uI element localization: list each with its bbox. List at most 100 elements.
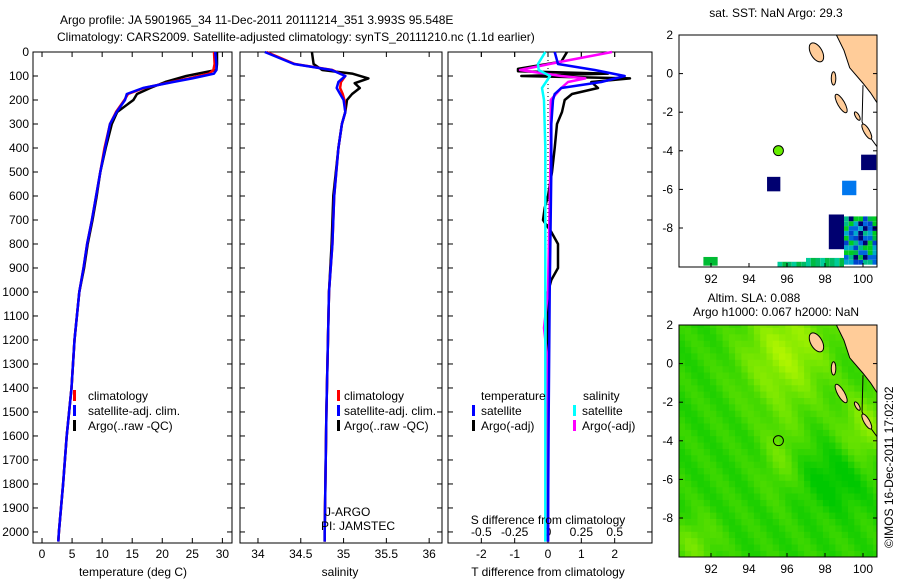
sla-cell: [797, 378, 805, 386]
sla-cell: [816, 473, 824, 481]
sla-cell: [710, 429, 717, 437]
sla-cell: [810, 550, 818, 557]
sla-cell: [822, 461, 830, 469]
sla-cell: [753, 365, 761, 373]
sla-cell: [703, 422, 711, 430]
sla-cell: [816, 416, 824, 424]
sst-cell: [848, 235, 854, 241]
sla-cell: [722, 550, 730, 557]
sla-cell: [741, 429, 749, 437]
sla-cell: [716, 327, 724, 335]
sla-cell: [703, 325, 711, 328]
sla-cell: [691, 480, 699, 488]
sla-cell: [804, 461, 811, 469]
sla-cell: [866, 454, 874, 462]
sla-cell: [841, 365, 849, 373]
sla-cell: [722, 467, 730, 475]
y-tick-label: 700: [9, 213, 29, 227]
sla-cell: [810, 378, 818, 386]
sla-cell: [848, 550, 855, 557]
sla-cell: [697, 410, 705, 418]
sla-cell: [816, 327, 824, 335]
sla-cell: [797, 537, 805, 545]
sla-cell: [722, 454, 730, 462]
sla-cell: [685, 442, 692, 449]
sla-cell: [860, 435, 868, 443]
sla-cell: [747, 384, 755, 392]
sla-cell: [816, 378, 824, 386]
sla-cell: [804, 492, 811, 500]
sla-cell: [822, 492, 830, 500]
sla-cell: [873, 435, 877, 443]
sla-cell: [816, 435, 824, 443]
sla-cell: [841, 403, 849, 411]
sla-cell: [797, 486, 805, 494]
sla-cell: [860, 486, 868, 494]
title-line-2: Climatology: CARS2009. Satellite-adjuste…: [57, 30, 535, 44]
sla-cell: [741, 461, 749, 469]
sla-cell: [873, 512, 877, 519]
sla-cell: [691, 473, 699, 481]
sla-cell: [835, 442, 843, 449]
sla-cell: [791, 537, 799, 545]
sla-cell: [691, 352, 699, 360]
sla-cell: [735, 442, 742, 449]
sla-cell: [866, 410, 874, 418]
sla-cell: [860, 524, 868, 532]
sla-cell: [841, 359, 849, 367]
sla-cell: [747, 346, 755, 354]
sla-cell: [710, 531, 717, 539]
legend-swatch-s-satellite: [573, 405, 576, 416]
sst-cell: [858, 230, 863, 236]
sla-cell: [791, 454, 799, 462]
sla-cell: [722, 346, 730, 354]
sla-cell: [822, 524, 830, 532]
sla-cell: [741, 340, 749, 348]
legend-salinity-title: salinity: [583, 389, 620, 403]
legend-climatology: climatology: [88, 389, 148, 403]
sla-cell: [735, 378, 742, 386]
sla-cell: [860, 480, 868, 488]
sla-cell: [685, 391, 692, 398]
sla-cell: [710, 359, 717, 367]
sla-cell: [822, 512, 830, 519]
sla-cell: [797, 480, 805, 488]
sla-cell: [835, 378, 843, 386]
sla-cell: [810, 531, 818, 539]
sla-cell: [722, 499, 730, 507]
sla-cell: [860, 378, 868, 386]
sla-cell: [854, 422, 862, 430]
sla-cell: [753, 340, 761, 348]
sla-cell: [810, 467, 818, 475]
sla-cell: [703, 454, 711, 462]
sla-cell: [873, 403, 877, 411]
sla-cell: [741, 371, 749, 379]
legend-swatch-s-argo: [573, 420, 576, 431]
sla-cell: [747, 359, 755, 367]
sla-cell: [797, 473, 805, 481]
sla-cell: [779, 371, 786, 379]
sla-cell: [779, 410, 786, 418]
sla-cell: [760, 365, 768, 373]
sla-cell: [710, 327, 717, 335]
sla-cell: [829, 352, 837, 360]
sla-cell: [741, 384, 749, 392]
sla-cell: [685, 378, 692, 386]
sla-cell: [685, 473, 692, 481]
sla-cell: [741, 512, 749, 519]
y-tick-label: 600: [9, 189, 29, 203]
sla-cell: [691, 340, 699, 348]
sst-cell: [844, 235, 849, 241]
sla-cell: [735, 346, 742, 354]
sla-cell: [760, 359, 768, 367]
sla-cell: [866, 397, 874, 405]
sla-cell: [747, 429, 755, 437]
sst-cell: [867, 216, 873, 222]
sla-cell: [679, 480, 686, 488]
sla-cell: [760, 461, 768, 469]
sla-cell: [791, 359, 799, 367]
sla-cell: [703, 543, 711, 551]
sst-cell: [848, 259, 854, 265]
sla-cell: [716, 442, 724, 449]
argo-float-marker: [772, 435, 784, 447]
